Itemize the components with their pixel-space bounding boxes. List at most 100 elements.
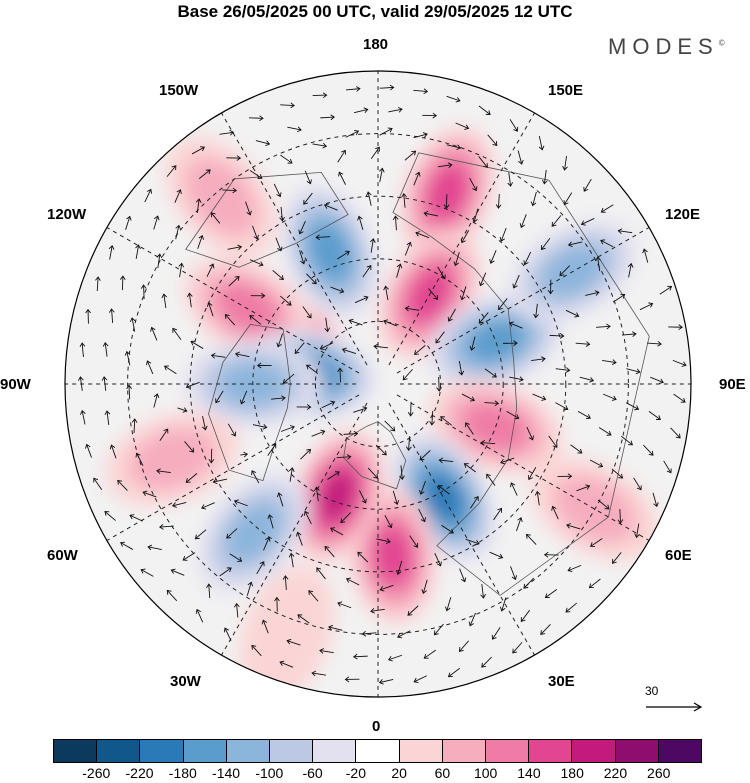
wind-arrow [487, 134, 498, 147]
wind-arrow [146, 360, 154, 375]
wind-arrow [460, 230, 470, 244]
wind-arrow [344, 676, 360, 683]
wind-arrow [210, 352, 226, 359]
wind-arrow [337, 149, 346, 163]
wind-arrow [224, 314, 236, 326]
meridian [396, 394, 650, 541]
wind-arrow [506, 410, 520, 420]
coastline [208, 324, 291, 482]
wind-arrow [312, 92, 328, 99]
wind-arrow [313, 486, 320, 502]
wind-arrow [239, 390, 248, 405]
wind-arrow [308, 590, 319, 602]
wind-arrow [555, 367, 571, 373]
anomaly-contour [309, 223, 350, 280]
wind-arrow [280, 102, 295, 109]
colorbar-tick-label: 180 [560, 765, 584, 781]
wind-arrow [663, 460, 672, 474]
anomaly-contour [427, 165, 468, 221]
wind-vectors [77, 84, 687, 685]
wind-arrow [144, 188, 153, 203]
wind-arrow [589, 459, 604, 468]
wind-arrow [330, 286, 345, 294]
wind-arrow [460, 286, 467, 301]
wind-arrow [354, 295, 369, 304]
wind-arrow [453, 251, 460, 267]
wind-arrow [648, 410, 661, 420]
wind-arrow [104, 410, 111, 425]
wind-arrow [402, 368, 413, 381]
wind-arrow [421, 579, 428, 594]
colorbar-cell [658, 740, 702, 762]
wind-arrow [541, 169, 548, 185]
colorbar-cell [54, 740, 98, 762]
wind-arrow [404, 150, 417, 161]
wind-arrow [670, 427, 681, 439]
wind-arrow [575, 341, 591, 347]
wind-arrow [480, 583, 486, 599]
wind-arrow [328, 624, 343, 631]
wind-arrow [170, 568, 185, 576]
colorbar-cell [615, 740, 659, 762]
wind-arrow [379, 84, 395, 91]
wind-arrow [409, 535, 419, 548]
wind-arrow [544, 589, 558, 599]
wind-arrow [135, 244, 141, 259]
wind-arrow [345, 86, 361, 92]
lon-label-30e: 30E [548, 673, 575, 690]
wind-arrow [621, 331, 637, 337]
wind-arrow [548, 435, 558, 448]
wind-arrow [510, 566, 518, 581]
wind-arrow [316, 567, 326, 580]
lon-label-180: 180 [363, 36, 389, 53]
wind-arrow [549, 333, 565, 339]
wind-arrow [527, 467, 537, 481]
wind-arrow [499, 227, 507, 242]
wind-arrow [80, 409, 86, 425]
wind-arrow [337, 601, 352, 609]
anomaly-field [104, 125, 660, 697]
wind-arrow [255, 140, 271, 147]
wind-arrow [523, 251, 532, 266]
wind-arrow [117, 479, 128, 491]
wind-arrow [219, 129, 235, 136]
colorbar-tick-label: 220 [603, 765, 628, 781]
wind-arrow [447, 308, 456, 322]
colorbar-cell [183, 740, 227, 762]
wind-arrow [182, 552, 196, 561]
colorbar-cell [313, 740, 357, 762]
wind-arrow [565, 309, 580, 318]
colorbar-tick-label: -20 [345, 765, 366, 781]
wind-arrow [341, 347, 357, 355]
wind-arrow [287, 126, 302, 133]
lon-label-60w: 60W [47, 547, 78, 564]
coastline [185, 171, 349, 268]
lon-label-30w: 30W [170, 673, 201, 690]
wind-arrow [150, 326, 158, 341]
latitude-circle [127, 133, 629, 635]
wind-arrow [108, 308, 115, 323]
wind-arrow [140, 284, 147, 300]
map-disk-border [64, 70, 692, 698]
wind-arrow [319, 342, 334, 350]
wind-arrow [459, 568, 467, 583]
wind-arrow [465, 538, 480, 546]
wind-arrow [142, 490, 157, 498]
polar-map [64, 70, 703, 712]
lon-label-120e: 120E [665, 206, 701, 223]
colorbar-cell [442, 740, 487, 762]
wind-arrow [195, 198, 202, 213]
wind-arrow [304, 170, 312, 185]
wind-arrow [195, 608, 204, 623]
wind-arrow [384, 515, 393, 529]
wind-arrow [206, 263, 215, 277]
wind-arrow [357, 215, 364, 230]
wind-arrow [570, 444, 583, 454]
wind-arrow [517, 150, 524, 165]
wind-arrow [348, 318, 363, 326]
wind-arrow [272, 270, 284, 280]
wind-arrow [461, 393, 475, 402]
wind-arrow [499, 597, 507, 612]
anomaly-contour [184, 157, 258, 237]
wind-arrow [306, 273, 317, 285]
